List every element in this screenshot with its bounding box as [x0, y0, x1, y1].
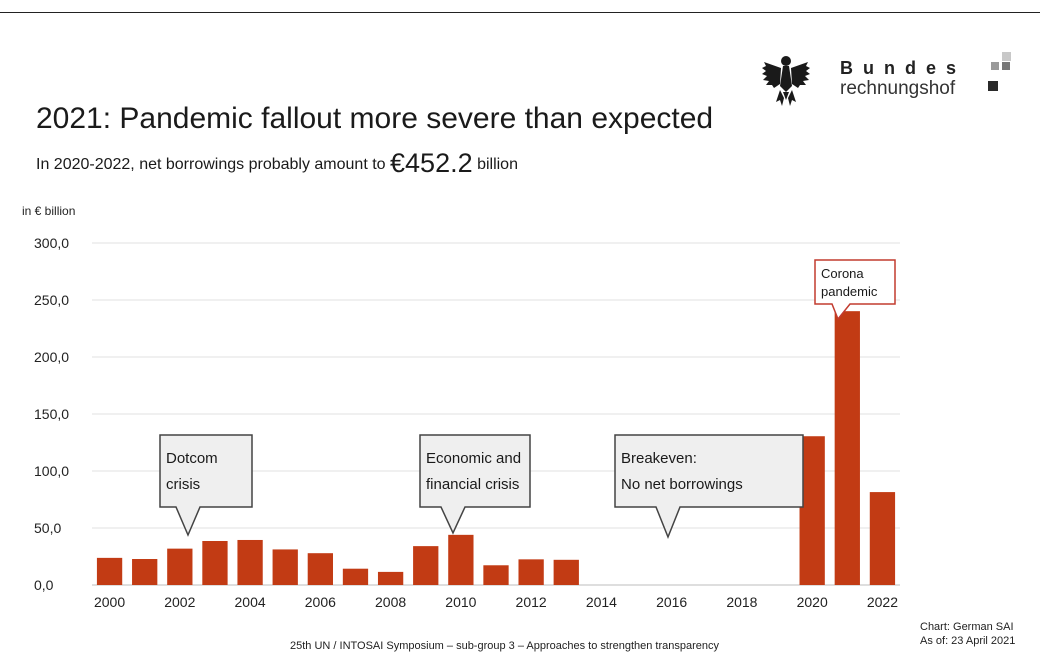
x-tick-label: 2016 [656, 594, 687, 610]
source-line-1: Chart: German SAI [920, 621, 1014, 633]
y-tick-label: 50,0 [34, 520, 61, 536]
source-line-2: As of: 23 April 2021 [920, 635, 1016, 647]
bar-2002 [167, 548, 193, 585]
bar-2009 [413, 546, 439, 585]
bar-2007 [342, 568, 369, 585]
subtitle-prefix: In 2020-2022, net borrowings probably am… [36, 156, 386, 173]
annotation-text: No net borrowings [621, 476, 743, 493]
bar-2001 [132, 559, 158, 585]
logo-squares-icon [988, 52, 1011, 91]
bar-2008 [377, 571, 404, 585]
y-tick-label: 150,0 [34, 406, 69, 422]
y-tick-label: 250,0 [34, 292, 69, 308]
annotation-text: Economic and [426, 450, 521, 467]
annotation-text: crisis [166, 476, 200, 493]
borrowings-bar-chart: in € billion 0,0 50,0 100,0 150,0 200,0 250,0 3… [22, 204, 900, 610]
x-tick-label: 2010 [445, 594, 476, 610]
page-title: 2021: Pandemic fallout more severe than … [36, 102, 714, 135]
annotation-text: pandemic [821, 284, 878, 299]
annotation-callout-2021 [814, 259, 896, 321]
y-tick-label: 0,0 [34, 577, 54, 593]
annotation-text: Dotcom [166, 450, 218, 467]
bar-2010 [448, 534, 474, 585]
subtitle-value: €452.2 [390, 148, 473, 178]
annotation-callout-2010 [419, 434, 531, 535]
annotation-callout-2002 [159, 434, 253, 537]
x-tick-label: 2012 [516, 594, 547, 610]
x-tick-label: 2006 [305, 594, 336, 610]
bar-2005 [272, 549, 298, 585]
logo-word-rechnungshof: rechnungshof [840, 78, 956, 99]
bar-2003 [202, 540, 228, 585]
subtitle-suffix: billion [477, 156, 518, 173]
annotation-callout-2016 [614, 434, 804, 540]
bar-2022 [869, 492, 896, 585]
x-tick-label: 2008 [375, 594, 406, 610]
x-tick-label: 2000 [94, 594, 125, 610]
x-tick-label: 2022 [867, 594, 898, 610]
y-tick-label: 300,0 [34, 235, 69, 251]
bar-2006 [307, 553, 333, 585]
footer-text: 25th UN / INTOSAI Symposium – sub-group … [290, 640, 720, 652]
y-tick-label: 100,0 [34, 463, 69, 479]
page-subtitle: In 2020-2022, net borrowings probably am… [36, 148, 518, 179]
x-tick-label: 2014 [586, 594, 617, 610]
bar-2000 [96, 557, 123, 585]
eagle-icon [762, 56, 810, 106]
y-axis-label: in € billion [22, 204, 75, 218]
logo-word-bundes: Bundes [840, 58, 967, 78]
top-rule [0, 12, 1040, 13]
bundesrechnungshof-logo: Bundes rechnungshof [760, 48, 1030, 108]
x-tick-label: 2020 [797, 594, 828, 610]
y-tick-label: 200,0 [34, 349, 69, 365]
x-tick-label: 2004 [235, 594, 266, 610]
bar-2012 [518, 559, 544, 585]
bar-2011 [483, 565, 509, 585]
x-tick-label: 2018 [726, 594, 757, 610]
annotation-text: Breakeven: [621, 450, 697, 467]
annotation-text: Corona [821, 266, 864, 281]
annotation-text: financial crisis [426, 476, 519, 493]
bar-2013 [553, 559, 579, 585]
x-tick-label: 2002 [164, 594, 195, 610]
bar-2004 [237, 539, 263, 585]
bar-2021 [834, 311, 860, 585]
chart-source: Chart: German SAI As of: 23 April 2021 [920, 620, 1015, 648]
